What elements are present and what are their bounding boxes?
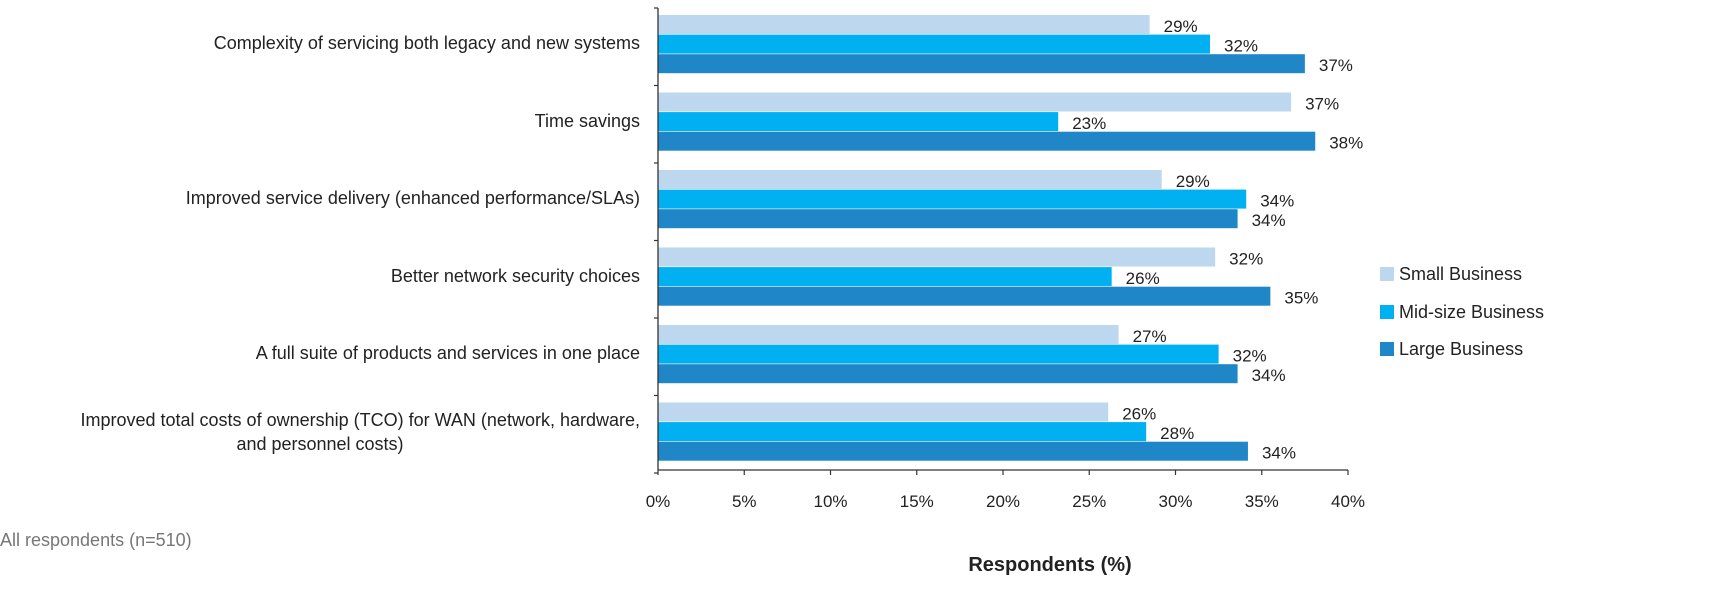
bar: [658, 34, 1210, 54]
data-label: 32%: [1233, 346, 1267, 365]
bar: [658, 209, 1238, 229]
data-label: 34%: [1260, 191, 1294, 210]
legend-item: Small Business: [1380, 263, 1522, 285]
data-label: 26%: [1122, 404, 1156, 423]
bar: [658, 286, 1271, 306]
data-label: 37%: [1319, 56, 1353, 75]
data-label: 26%: [1126, 269, 1160, 288]
bar: [658, 364, 1238, 384]
data-label: 29%: [1164, 17, 1198, 36]
bar: [658, 170, 1162, 189]
bar: [658, 325, 1119, 344]
category-label: Better network security choices: [0, 264, 640, 288]
legend-item: Mid-size Business: [1380, 301, 1544, 323]
bar: [658, 112, 1059, 132]
data-label: 38%: [1329, 134, 1363, 153]
category-label-line: and personnel costs): [236, 433, 404, 454]
data-label: 29%: [1176, 172, 1210, 191]
x-tick-label: 40%: [1331, 492, 1365, 511]
category-label-line: Improved total costs of ownership (TCO) …: [80, 409, 640, 430]
data-label: 35%: [1284, 289, 1318, 308]
data-label: 23%: [1072, 114, 1106, 133]
category-label: Time savings: [0, 109, 640, 133]
x-tick-label: 20%: [986, 492, 1020, 511]
bar: [658, 189, 1247, 209]
bar: [658, 422, 1147, 442]
x-tick-label: 30%: [1158, 492, 1192, 511]
category-label: Improved service delivery (enhanced perf…: [0, 186, 640, 210]
bar: [658, 344, 1219, 364]
category-label: A full suite of products and services in…: [0, 341, 640, 365]
category-label-line: Better network security choices: [390, 265, 640, 286]
data-label: 32%: [1224, 36, 1258, 55]
bar: [658, 267, 1112, 287]
category-label-line: Complexity of servicing both legacy and …: [213, 33, 640, 54]
legend-label: Small Business: [1399, 264, 1523, 284]
x-tick-label: 10%: [813, 492, 847, 511]
legend-item: Large Business: [1380, 338, 1523, 360]
x-tick-label: 5%: [732, 492, 757, 511]
footnote: All respondents (n=510): [0, 530, 192, 550]
legend-swatch: [1380, 342, 1394, 356]
x-axis-label: Respondents (%): [968, 554, 1132, 576]
bar: [658, 247, 1216, 267]
category-label-line: A full suite of products and services in…: [255, 343, 640, 364]
bar: [658, 131, 1316, 151]
data-label: 32%: [1229, 249, 1263, 268]
x-tick-label: 15%: [900, 492, 934, 511]
category-label: Complexity of servicing both legacy and …: [0, 31, 640, 55]
bar: [658, 54, 1305, 74]
data-label: 34%: [1252, 366, 1286, 385]
data-label: 27%: [1133, 327, 1167, 346]
x-tick-label: 35%: [1245, 492, 1279, 511]
category-label-line: Improved service delivery (enhanced perf…: [185, 188, 640, 209]
data-label: 34%: [1252, 211, 1286, 230]
legend-label: Large Business: [1399, 339, 1524, 359]
bar: [658, 441, 1248, 461]
bar: [658, 402, 1109, 422]
data-label: 28%: [1160, 424, 1194, 443]
bar: [658, 92, 1292, 112]
legend-label: Mid-size Business: [1399, 301, 1545, 322]
legend-swatch: [1380, 304, 1394, 319]
category-label-line: Time savings: [534, 110, 640, 131]
data-label: 37%: [1305, 94, 1339, 113]
x-tick-label: 0%: [646, 492, 671, 511]
legend-swatch: [1380, 267, 1394, 281]
category-label: Improved total costs of ownership (TCO) …: [0, 408, 640, 456]
bar: [658, 15, 1150, 34]
data-label: 34%: [1262, 444, 1296, 463]
x-tick-label: 25%: [1072, 492, 1106, 511]
